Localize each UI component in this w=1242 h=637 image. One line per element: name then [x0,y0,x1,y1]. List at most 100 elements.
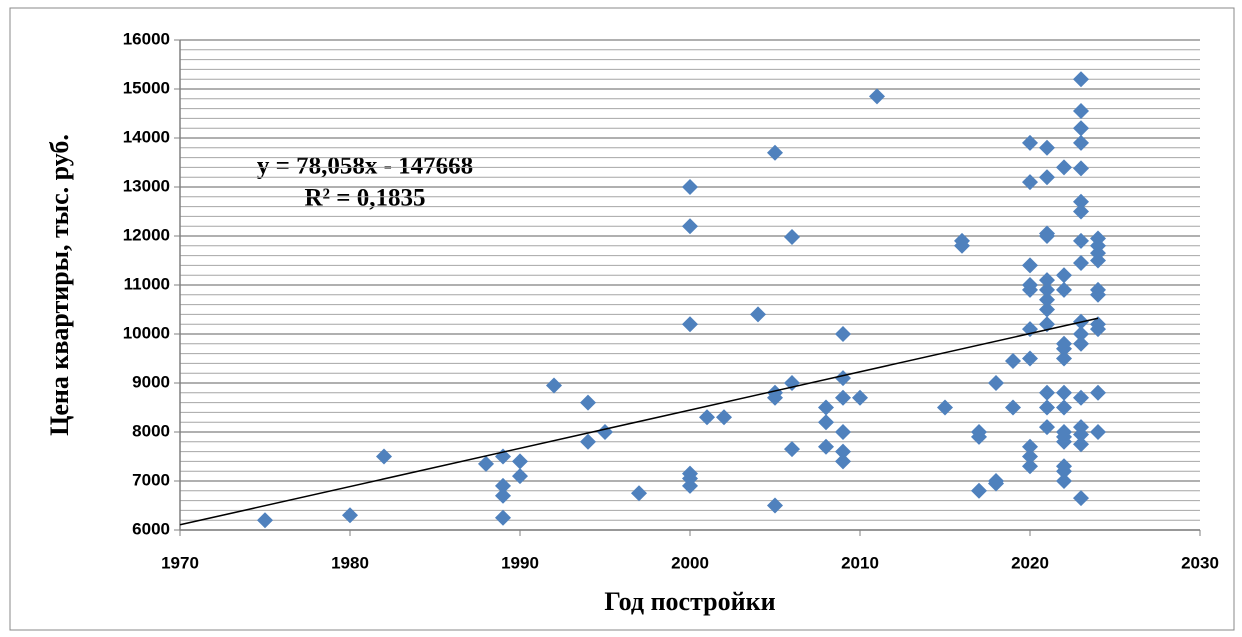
point [1073,193,1089,210]
trend-r2: R² = 0,1835 [304,185,425,212]
point [971,482,987,499]
point [1090,384,1106,401]
point [784,441,800,458]
point [1056,159,1072,176]
point [835,453,851,470]
point [342,507,358,524]
point [818,399,834,416]
point [1056,350,1072,367]
point [699,409,715,426]
point [1005,352,1021,369]
point [1039,384,1055,401]
point [1073,232,1089,249]
point [631,485,647,502]
point [478,455,494,472]
point [767,497,783,514]
point [1073,436,1089,453]
point [376,448,392,465]
point [818,438,834,455]
point [1056,463,1072,480]
y-tick-label: 11000 [124,274,170,293]
point [1022,134,1038,151]
chart-border [9,7,1235,631]
point [1039,169,1055,186]
point [1022,174,1038,191]
y-tick-label: 16000 [123,29,170,48]
x-tick-label: 2000 [671,553,709,572]
point [954,237,970,254]
point [1056,267,1072,284]
point [937,399,953,416]
point [1022,458,1038,475]
point [1022,438,1038,455]
point [1056,473,1072,489]
point [682,179,698,195]
point [750,306,766,323]
point [988,475,1004,492]
point [1056,340,1072,357]
point [1039,228,1055,244]
point [1090,286,1106,303]
point [1073,160,1089,177]
point [1039,301,1055,318]
point [1090,252,1106,269]
point [716,409,732,426]
point [971,428,987,445]
point [1090,424,1106,440]
y-tick-label: 15000 [123,78,170,97]
y-tick-label: 14000 [123,127,170,146]
y-tick-label: 6000 [132,519,170,538]
point [1022,448,1038,465]
point [1056,433,1072,450]
point [1039,399,1055,416]
point [1073,134,1089,151]
point [495,477,511,494]
point [512,468,528,485]
point [852,389,868,406]
point [1039,272,1055,289]
point [1073,389,1089,406]
point [495,509,511,526]
point [1090,321,1106,338]
point [767,389,783,406]
point [1073,71,1089,88]
y-axis-label: Цена квартиры, тыс. руб. [45,134,74,436]
trendline [179,317,1099,526]
point [257,512,273,529]
point [1039,281,1055,298]
point [495,487,511,504]
point [1039,291,1055,308]
point [988,375,1004,391]
point [835,389,851,406]
y-tick-label: 12000 [123,225,170,244]
point [1005,399,1021,416]
y-tick-label: 13000 [123,176,170,195]
point [546,377,562,394]
point [1022,281,1038,298]
point [1073,120,1089,137]
point [1073,490,1089,507]
point [818,414,834,431]
point [1022,350,1038,367]
x-axis-label: Год постройки [604,587,775,616]
point [1056,384,1072,401]
point [1039,139,1055,156]
point [835,326,851,342]
x-tick-label: 1990 [501,553,539,572]
point [1073,426,1089,443]
x-tick-label: 1970 [161,553,199,572]
point [580,433,596,450]
point [682,316,698,333]
point [784,375,800,391]
x-tick-label: 2030 [1181,553,1219,572]
y-tick-label: 10000 [123,323,170,342]
y-tick-label: 7000 [132,470,170,489]
point [580,394,596,411]
point [1039,419,1055,436]
point [682,218,698,235]
point [1073,103,1089,120]
point [767,144,783,161]
point [869,88,885,105]
point [1073,203,1089,220]
